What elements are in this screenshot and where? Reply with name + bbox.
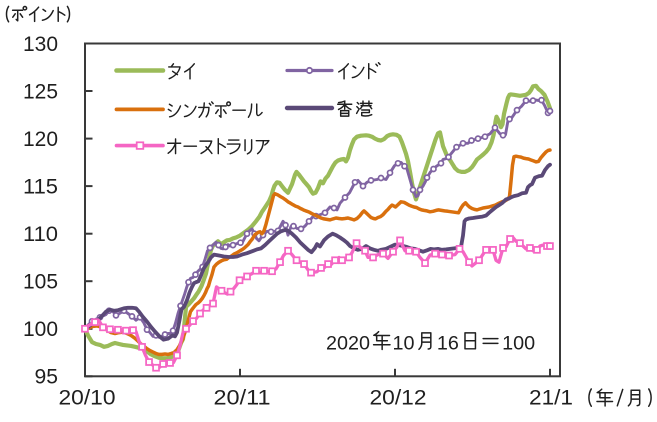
svg-text:10: 10 [393,332,415,354]
svg-text:110: 110 [23,223,58,246]
svg-text:16: 16 [437,332,459,354]
svg-text:130: 130 [23,33,58,56]
svg-text:100: 100 [502,332,535,354]
svg-text:20/11: 20/11 [214,387,271,410]
svg-text:120: 120 [23,128,58,151]
svg-text:20/12: 20/12 [370,387,427,410]
svg-text:20/10: 20/10 [59,387,116,410]
svg-text:115: 115 [23,176,58,199]
svg-text:21/1: 21/1 [529,387,573,410]
svg-text:125: 125 [23,80,58,103]
svg-text:2020: 2020 [326,332,370,354]
svg-text:95: 95 [35,366,59,389]
svg-text:100: 100 [23,318,58,341]
svg-text:105: 105 [23,271,58,294]
